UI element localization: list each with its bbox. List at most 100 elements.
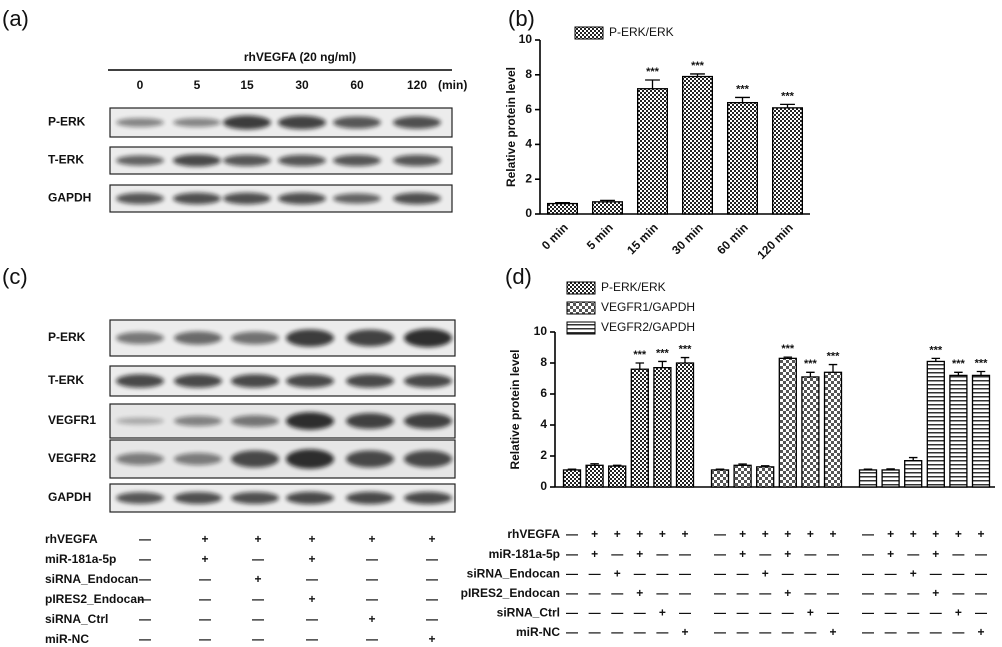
treatment-sign: + — [784, 547, 791, 561]
band — [286, 491, 334, 505]
bar — [733, 464, 752, 488]
treatment-sign: — — [139, 552, 151, 566]
band — [346, 450, 394, 468]
treatment-sign: — — [952, 586, 964, 600]
treatment-sign: + — [614, 566, 621, 580]
treatment-sign: — — [679, 547, 691, 561]
treatment-sign: — — [366, 592, 378, 606]
error-bar — [555, 202, 570, 204]
treatment-sign: + — [977, 527, 984, 541]
band — [404, 374, 452, 388]
bar — [675, 362, 695, 488]
bar — [585, 464, 604, 488]
treatment-sign: — — [566, 566, 578, 580]
bar — [904, 459, 923, 488]
significance: *** — [781, 343, 795, 355]
band — [173, 192, 221, 205]
treatment-sign: + — [955, 606, 962, 620]
band — [404, 450, 452, 468]
treatment-sign: — — [252, 552, 264, 566]
band — [231, 374, 279, 388]
treatment-sign: + — [932, 547, 939, 561]
bar — [562, 469, 582, 488]
treatment-sign: — — [252, 592, 264, 606]
treatment-sign: — — [975, 586, 987, 600]
band — [174, 452, 222, 466]
treatment-sign: — — [634, 606, 646, 620]
treatment-sign: — — [862, 606, 874, 620]
error-bar — [783, 356, 793, 359]
error-bar — [976, 370, 986, 376]
bar — [710, 469, 730, 488]
treatment-sign: — — [426, 572, 438, 586]
y-tick-label: 0 — [525, 206, 532, 220]
band — [173, 154, 221, 167]
row-label: P-ERK — [48, 330, 86, 344]
treatment-sign: + — [829, 625, 836, 639]
treatment-sign: — — [759, 606, 771, 620]
band — [333, 193, 381, 204]
treatment-sign: — — [611, 586, 623, 600]
lane-label: 0 — [137, 78, 144, 92]
treatment-sign: + — [681, 527, 688, 541]
blot-box — [109, 319, 456, 357]
y-axis-label: Relative protein level — [508, 349, 522, 469]
band — [223, 154, 271, 167]
error-bar — [954, 371, 963, 376]
treatment-sign: + — [428, 632, 435, 646]
bar — [727, 101, 759, 215]
bar — [823, 371, 843, 488]
treatment-sign: + — [784, 586, 791, 600]
error-bar — [715, 468, 725, 470]
error-bar — [908, 456, 918, 461]
treatment-sign: — — [589, 586, 601, 600]
band — [333, 154, 381, 167]
treatment-sign: — — [782, 606, 794, 620]
treatment-sign: — — [139, 532, 151, 546]
band — [393, 154, 441, 167]
error-bar — [806, 371, 815, 377]
treatment-sign: + — [762, 566, 769, 580]
treatment-sign: + — [910, 566, 917, 580]
treatment-sign: — — [426, 612, 438, 626]
treatment-sign: — — [714, 566, 726, 580]
band — [174, 374, 222, 388]
significance: *** — [691, 60, 705, 72]
treatment-sign: — — [306, 572, 318, 586]
band — [404, 413, 452, 429]
band — [231, 491, 279, 505]
row-label: VEGFR1 — [48, 413, 96, 427]
panel-label: (a) — [2, 6, 29, 31]
band — [346, 413, 394, 429]
y-tick-label: 0 — [540, 479, 547, 493]
treatment-sign: — — [885, 606, 897, 620]
treatment-sign: + — [201, 532, 208, 546]
band — [223, 192, 271, 205]
band — [116, 452, 164, 466]
treatment-sign: — — [804, 586, 816, 600]
treatment-sign: — — [737, 566, 749, 580]
treatment-label: siRNA_Endocan — [467, 566, 560, 580]
legend-swatch — [566, 301, 596, 315]
y-tick-label: 4 — [540, 417, 547, 431]
treatment-sign: — — [737, 586, 749, 600]
treatment-sign: + — [681, 625, 688, 639]
treatment-sign: — — [679, 606, 691, 620]
treatment-sign: + — [910, 527, 917, 541]
treatment-sign: — — [862, 547, 874, 561]
treatment-sign: + — [807, 606, 814, 620]
bar — [592, 201, 624, 215]
error-bar — [567, 468, 577, 470]
blot-box — [109, 439, 456, 479]
treatment-sign: + — [614, 527, 621, 541]
band — [286, 329, 334, 347]
treatment-sign: — — [759, 547, 771, 561]
band — [116, 118, 164, 127]
error-bar — [645, 79, 660, 89]
band — [174, 415, 222, 427]
y-tick-label: 2 — [525, 171, 532, 185]
bar — [756, 466, 775, 488]
x-tick-label: 120 min — [754, 220, 796, 262]
x-tick-label: 0 min — [539, 220, 571, 252]
treatment-sign: + — [636, 547, 643, 561]
